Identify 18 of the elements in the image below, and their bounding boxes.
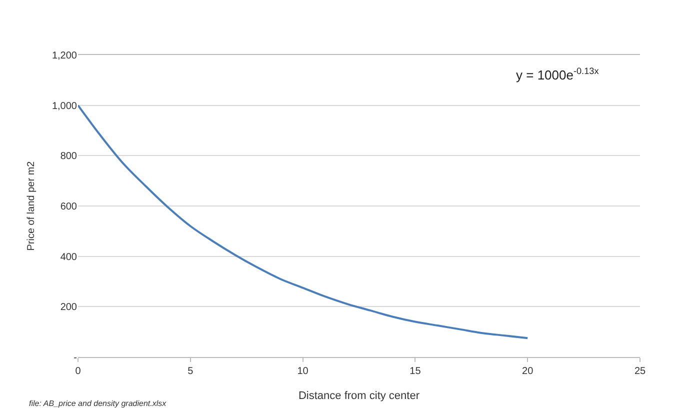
text: file: AB_price and density gradient.xlsx <box>29 399 168 408</box>
y-tick-label: - <box>74 352 77 364</box>
y-tick-label: 800 <box>60 151 78 162</box>
y-tick-label: 1,200 <box>52 50 78 62</box>
y-tick-label: 400 <box>60 252 78 263</box>
x-axis-title: Distance from city center <box>298 390 420 402</box>
y-tick-label: 600 <box>60 202 78 212</box>
y-axis-title: Price of land per m2 <box>26 160 37 251</box>
x-tick-label: 5 <box>188 366 194 377</box>
y-tick-label: 200 <box>60 302 78 314</box>
x-tick-label: 10 <box>297 366 309 377</box>
x-tick-label: 20 <box>522 366 534 377</box>
annotation: y = 1000e$^{-0.13x}$ <box>516 66 600 82</box>
x-tick-label: 0 <box>75 366 82 377</box>
x-tick-label: 15 <box>410 366 422 377</box>
x-tick-label: 25 <box>634 366 646 377</box>
line-series <box>78 104 529 340</box>
y-tick-label: 1,000 <box>52 100 78 112</box>
